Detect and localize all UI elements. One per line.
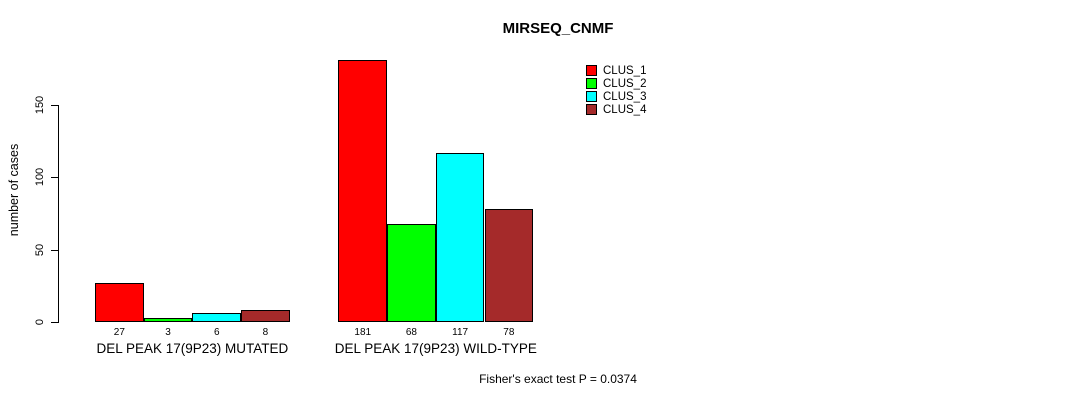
y-tick-label-0: 0: [34, 318, 46, 326]
legend-row-clus_4: CLUS_4: [586, 103, 646, 116]
bar-value-label: 8: [262, 327, 269, 338]
bar-value-label: 27: [113, 327, 125, 338]
bar-clus_3-group1: [192, 313, 242, 322]
y-tick-mark-100: [51, 177, 58, 179]
bar-clus_2-group2: [387, 223, 436, 322]
bar-clus_1-group2: [338, 60, 388, 322]
y-tick-mark-150: [51, 105, 58, 106]
y-tick-label-50: 50: [34, 243, 46, 256]
bar-clus_2-group1: [143, 317, 193, 322]
legend-label-clus_3: CLUS_3: [603, 90, 647, 103]
chart-title: MIRSEQ_CNMF: [502, 20, 614, 37]
legend-swatch-clus_2: [586, 78, 597, 89]
bar-clus_3-group2: [435, 152, 485, 322]
bar-value-label: 6: [213, 327, 220, 338]
bar-value-label: 3: [165, 327, 171, 338]
legend-label-clus_4: CLUS_4: [603, 103, 647, 116]
stat-test-caption: Fisher's exact test P = 0.0374: [479, 372, 637, 386]
bar-clus_4-group1: [241, 310, 290, 322]
y-tick-mark-50: [51, 249, 58, 251]
bar-clus_4-group2: [484, 209, 534, 322]
y-axis-label: number of cases: [7, 143, 21, 237]
bar-value-label: 181: [354, 327, 372, 338]
bar-value-label: 117: [452, 327, 469, 338]
y-axis-line: [58, 105, 59, 323]
bar-value-label: 78: [503, 327, 515, 338]
legend-swatch-clus_3: [586, 91, 597, 102]
bar-clus_1-group1: [95, 282, 144, 322]
legend-row-clus_2: CLUS_2: [586, 77, 646, 90]
legend-row-clus_3: CLUS_3: [586, 90, 646, 103]
legend-swatch-clus_1: [586, 65, 597, 76]
y-tick-label-100: 100: [34, 168, 46, 187]
legend-swatch-clus_4: [586, 104, 597, 115]
legend-row-clus_1: CLUS_1: [586, 64, 646, 77]
legend-label-clus_1: CLUS_1: [603, 64, 647, 77]
y-tick-mark-0: [51, 322, 58, 323]
legend: CLUS_1 CLUS_2 CLUS_3 CLUS_4: [586, 64, 646, 116]
y-tick-label-150: 150: [34, 95, 46, 115]
group-label-1: DEL PEAK 17(9P23) MUTATED: [96, 341, 289, 356]
legend-label-clus_2: CLUS_2: [603, 77, 647, 90]
group-label-2: DEL PEAK 17(9P23) WILD-TYPE: [334, 341, 537, 356]
bar-value-label: 68: [405, 327, 417, 338]
